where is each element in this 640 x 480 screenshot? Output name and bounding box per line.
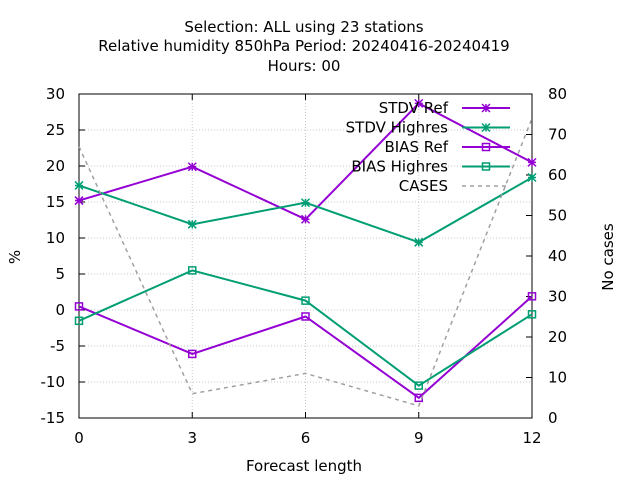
y-tick-label: -10: [41, 373, 66, 391]
series-stdv-highres: [74, 172, 537, 247]
y2-tick-label: 10: [548, 369, 567, 387]
y-tick-label: 30: [46, 85, 65, 103]
x-tick-label: 12: [522, 429, 541, 447]
data-point-marker: [300, 214, 311, 224]
series-stdv-ref: [74, 98, 537, 224]
y2-tick-label: 20: [548, 328, 567, 346]
data-point-marker: [74, 180, 84, 190]
series-bias-ref: [74, 292, 537, 403]
y2-tick-label: 50: [548, 207, 567, 225]
y-tick-label: 5: [55, 265, 65, 283]
y-tick-label: 10: [46, 229, 65, 247]
y2-axis-label: No cases: [599, 223, 617, 291]
y2-tick-label: 30: [548, 288, 567, 306]
data-point-marker: [481, 142, 491, 152]
data-point-marker: [301, 296, 310, 305]
data-point-marker: [187, 219, 197, 229]
series-line: [78, 118, 533, 407]
title-line-3: Hours: 00: [268, 57, 341, 75]
data-point-marker: [300, 198, 311, 208]
y-tick-label: -5: [50, 337, 65, 355]
x-tick-label: 6: [301, 429, 311, 447]
y2-tick-label: 0: [548, 409, 558, 427]
y2-tick-label: 80: [548, 85, 567, 103]
legend-label: STDV Highres: [346, 119, 449, 137]
x-tick-label: 9: [414, 429, 424, 447]
tick-labels: -15 -10 -5 0 5 10 15 20 25 30 0 10 20 30 40 50 60 70 80 0 3 6…: [41, 85, 568, 447]
data-point-marker: [527, 172, 537, 183]
data-point-marker: [414, 237, 424, 247]
title-line-1: Selection: ALL using 23 stations: [184, 18, 423, 36]
y2-tick-label: 60: [548, 166, 567, 184]
legend-label: BIAS Ref: [384, 138, 448, 156]
axes: [78, 93, 533, 419]
title-line-2: Relative humidity 850hPa Period: 2024041…: [98, 37, 509, 55]
series-line: [78, 295, 533, 400]
x-axis-label: Forecast length: [246, 457, 362, 475]
data-point-marker: [527, 157, 537, 167]
chart-title: Selection: ALL using 23 stations Relativ…: [98, 18, 509, 75]
x-tick-label: 0: [74, 429, 84, 447]
series-line: [78, 269, 533, 387]
data-point-marker: [527, 292, 537, 301]
y-tick-label: -15: [41, 409, 66, 427]
y2-tick-label: 40: [548, 247, 567, 265]
data-point-marker: [188, 349, 197, 359]
data-point-marker: [527, 310, 537, 319]
y2-tick-label: 70: [548, 126, 567, 144]
legend-label: STDV Ref: [379, 99, 449, 117]
data-point-marker: [481, 103, 491, 113]
y-tick-label: 20: [46, 157, 65, 175]
data-point-marker: [188, 266, 197, 275]
y-tick-label: 15: [46, 193, 65, 211]
x-tick-label: 3: [187, 429, 197, 447]
data-point-marker: [414, 98, 424, 108]
y-tick-label: 0: [55, 301, 65, 319]
data-point-marker: [481, 122, 491, 133]
data-point-marker: [301, 312, 310, 321]
series-bias-highres: [74, 266, 537, 390]
y-axis-label: %: [6, 250, 24, 264]
data-point-marker: [74, 196, 84, 206]
grid: [78, 93, 533, 419]
data-point-marker: [187, 162, 197, 172]
series-lines: [74, 98, 537, 407]
data-point-marker: [481, 162, 491, 171]
data-point-marker: [74, 316, 84, 326]
data-point-marker: [74, 302, 84, 311]
legend-label: CASES: [399, 177, 448, 195]
y-tick-label: 25: [46, 121, 65, 139]
legend-label: BIAS Highres: [351, 158, 448, 176]
series-cases: [78, 118, 533, 407]
data-point-marker: [414, 381, 423, 390]
